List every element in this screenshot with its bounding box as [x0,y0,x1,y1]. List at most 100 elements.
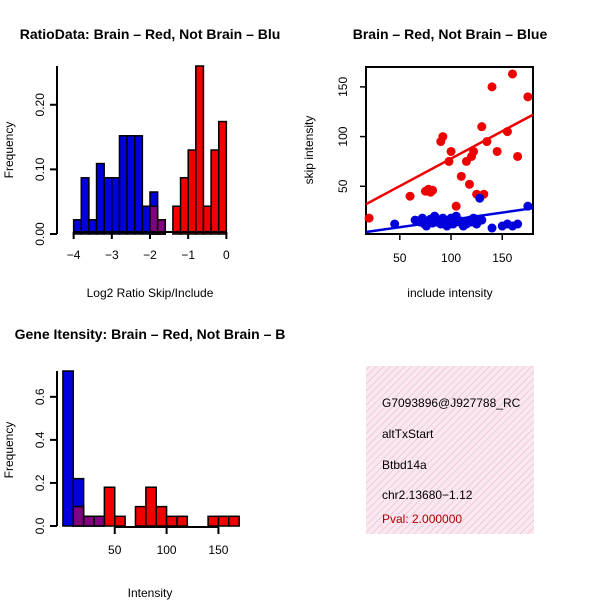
ratio-bar-overlap-1 [156,219,167,235]
info-box: G7093896@J927788_RC altTxStart Btbd14a c… [366,366,534,534]
intensity-x-tick-label: 100 [157,543,177,557]
scatter-point-not-brain-29 [477,215,487,225]
scatter-point-not-brain-28 [475,193,485,203]
ratio-bar-not-brain-8 [133,135,144,235]
intensity-bar-brain-10 [207,515,220,527]
ratio-y-axis-label: Frequency [2,122,16,179]
ratio-bar-brain-3 [179,177,189,235]
ratio-bar-not-brain-5 [111,177,121,235]
intensity-bar-overlap-2 [93,515,106,527]
intensity-y-tick-label: 0.0 [33,517,47,534]
intensity-bar-brain-6 [145,486,157,527]
intensity-bar-brain-11 [217,515,230,527]
scatter-plot-box [365,66,534,235]
scatter-point-brain-15 [469,146,479,156]
scatter-y-tick-label: 100 [336,126,350,146]
scatter-y-tick-label: 150 [336,77,350,97]
intensity-y-axis-label: Frequency [2,422,16,479]
intensity-bar-overlap-1 [82,515,95,527]
intensity-bar-overlap-0 [72,505,85,527]
ratio-y-tick-label: 0.20 [33,93,47,117]
gene-id-text: G7093896@J927788_RC [382,396,521,410]
ratio-x-tick-label: −1 [181,248,195,262]
scatter-point-brain-0 [364,213,374,223]
intensity-x-tick-label: 150 [208,543,228,557]
scatter-point-brain-17 [477,122,487,132]
scatter-x-tick-label: 50 [393,251,407,265]
scatter-point-not-brain-0 [390,219,400,229]
scatter-point-brain-9 [446,146,456,156]
intensity-y-tick-label: 0.4 [33,431,47,448]
info-box-clip: G7093896@J927788_RC [382,396,521,410]
intensity-x-tick-label: 50 [108,543,122,557]
intensity-bars [62,370,240,527]
event-type-text: altTxStart [382,427,434,441]
ratio-x-tick-label: −4 [67,248,81,262]
ratio-x-tick-label: −3 [105,248,119,262]
scatter-point-brain-1 [405,191,415,201]
scatter-point-brain-21 [492,146,502,156]
scatter-point-brain-11 [456,171,466,181]
intensity-bar-brain-3 [103,486,116,527]
location-text: chr2.13680−1.12 [382,488,473,502]
scatter-points [364,69,533,233]
intensity-bar-brain-8 [165,515,178,527]
gene-name-text: Btbd14a [382,458,427,472]
scatter-point-not-brain-35 [523,201,533,211]
scatter-chart-title: Brain – Red, Not Brain – Blue [353,26,548,42]
scatter-point-brain-13 [464,179,474,189]
intensity-bar-brain-9 [176,515,189,527]
scatter-x-axis-label: include intensity [407,286,492,300]
ratio-bar-not-brain-7 [126,135,136,235]
ratio-bar-not-brain-4 [103,177,113,235]
ratio-y-tick-label: 0.00 [33,222,47,246]
ratio-bar-overlap-0 [149,205,159,235]
ratio-bar-brain-7 [210,149,220,235]
ratio-axes: −4 −3 −2 −1 0 0.00 0.10 0.20 [33,66,230,262]
scatter-axes: 50 100 150 50 100 150 [336,77,513,265]
scatter-point-brain-24 [513,151,523,161]
intensity-bar-brain-7 [155,505,168,527]
ratio-x-tick-label: 0 [223,248,230,262]
scatter-point-brain-19 [482,137,492,147]
scatter-x-tick-label: 100 [441,251,461,265]
intensity-histogram-panel: Gene Itensity: Brain – Red, Not Brain – … [2,326,285,600]
intensity-bar-brain-5 [134,505,147,527]
intensity-bar-not-brain-0 [62,370,75,527]
ratio-bar-not-brain-3 [95,162,105,235]
ratio-bar-brain-5 [195,65,205,235]
intensity-x-axis-label: Intensity [128,586,173,600]
scatter-point-not-brain-30 [487,223,497,233]
intensity-y-tick-label: 0.2 [33,474,47,491]
scatter-point-brain-5 [428,185,438,195]
ratio-bar-brain-6 [202,205,212,235]
scatter-point-brain-25 [523,92,533,102]
scatter-point-brain-20 [487,82,497,92]
intensity-chart-title: Gene Itensity: Brain – Red, Not Brain – … [15,326,286,342]
intensity-y-tick-label: 0.6 [33,388,47,405]
ratio-bar-brain-2 [172,205,182,235]
scatter-panel: Brain – Red, Not Brain – Blue 50 100 150 50… [302,26,547,300]
ratio-bar-brain-4 [187,149,197,235]
scatter-point-brain-10 [451,201,461,211]
ratio-histogram-panel: RatioData: Brain – Red, Not Brain – Blu … [2,26,280,300]
scatter-y-tick-label: 50 [336,179,350,193]
ratio-x-tick-label: −2 [143,248,157,262]
scatter-point-brain-22 [502,127,512,137]
intensity-bar-brain-12 [228,515,240,527]
ratio-y-tick-label: 0.10 [33,157,47,181]
intensity-bar-brain-4 [113,515,126,527]
scatter-point-brain-8 [444,156,454,166]
ratio-bar-not-brain-9 [141,205,151,235]
scatter-point-brain-7 [438,132,448,142]
ratio-bar-brain-8 [217,120,228,235]
scatter-point-not-brain-34 [513,219,523,229]
scatter-point-brain-23 [508,69,518,79]
intensity-axes: 50 100 150 0.0 0.2 0.4 0.6 [33,371,229,557]
ratio-x-axis-label: Log2 Ratio Skip/Include [87,286,214,300]
info-box-background [366,366,534,534]
pval-text: Pval: 2.000000 [382,512,462,526]
ratio-bar-not-brain-1 [80,177,90,235]
ratio-chart-title: RatioData: Brain – Red, Not Brain – Blu [20,26,281,42]
